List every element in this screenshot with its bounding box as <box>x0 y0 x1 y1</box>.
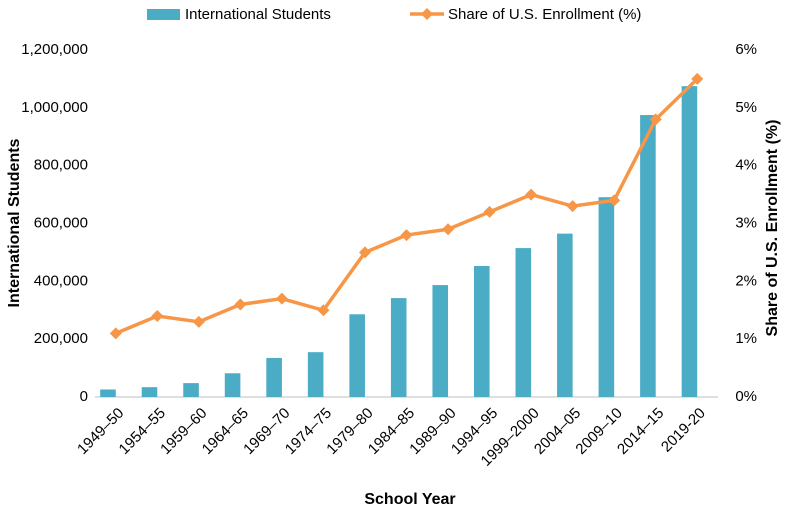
marker <box>192 315 205 328</box>
bar <box>515 248 532 397</box>
y2-tick-label: 2% <box>735 272 757 289</box>
y-tick-label: 600,000 <box>34 214 88 231</box>
legend-label: International Students <box>185 6 331 23</box>
y-tick-label: 400,000 <box>34 272 88 289</box>
y-tick-label: 200,000 <box>34 330 88 347</box>
bar <box>349 314 365 397</box>
legend-label: Share of U.S. Enrollment (%) <box>448 6 641 23</box>
bar <box>266 357 282 397</box>
marker <box>566 200 579 213</box>
bar <box>224 373 241 397</box>
bar <box>473 266 490 397</box>
y-axis-title: International Students <box>6 138 23 307</box>
bar <box>557 233 573 397</box>
marker <box>151 310 164 323</box>
y2-tick-label: 0% <box>735 388 757 405</box>
y-tick-label: 1,000,000 <box>21 99 88 116</box>
marker <box>275 292 288 305</box>
bar <box>307 352 324 397</box>
marker <box>400 229 413 242</box>
marker <box>483 205 496 218</box>
bar <box>141 387 158 397</box>
bar <box>432 285 449 397</box>
marker <box>109 327 122 340</box>
bar <box>681 86 698 397</box>
marker <box>358 246 371 259</box>
y-tick-label: 0 <box>80 388 88 405</box>
marker <box>608 194 621 207</box>
x-tick-label: 2019-20 <box>658 405 709 456</box>
bar <box>640 115 656 397</box>
y2-tick-label: 1% <box>735 330 757 347</box>
marker <box>442 223 455 236</box>
marker <box>525 188 538 201</box>
y-tick-label: 800,000 <box>34 157 88 174</box>
x-tick-label: 2014–15 <box>614 405 667 458</box>
marker <box>234 298 247 311</box>
legend-marker <box>421 8 433 20</box>
y2-axis-title: Share of U.S. Enrollment (%) <box>764 120 781 337</box>
bar <box>598 197 615 397</box>
y-tick-label: 1,200,000 <box>21 41 88 58</box>
marker <box>649 113 662 126</box>
marker <box>317 304 330 317</box>
bar <box>390 298 407 397</box>
bar <box>183 383 199 397</box>
bar <box>100 389 116 397</box>
y2-tick-label: 5% <box>735 99 757 116</box>
marker <box>691 72 704 85</box>
y2-tick-label: 3% <box>735 214 757 231</box>
y2-tick-label: 4% <box>735 157 757 174</box>
legend-swatch <box>147 9 180 20</box>
y2-tick-label: 6% <box>735 41 757 58</box>
x-axis-title: School Year <box>364 491 455 508</box>
